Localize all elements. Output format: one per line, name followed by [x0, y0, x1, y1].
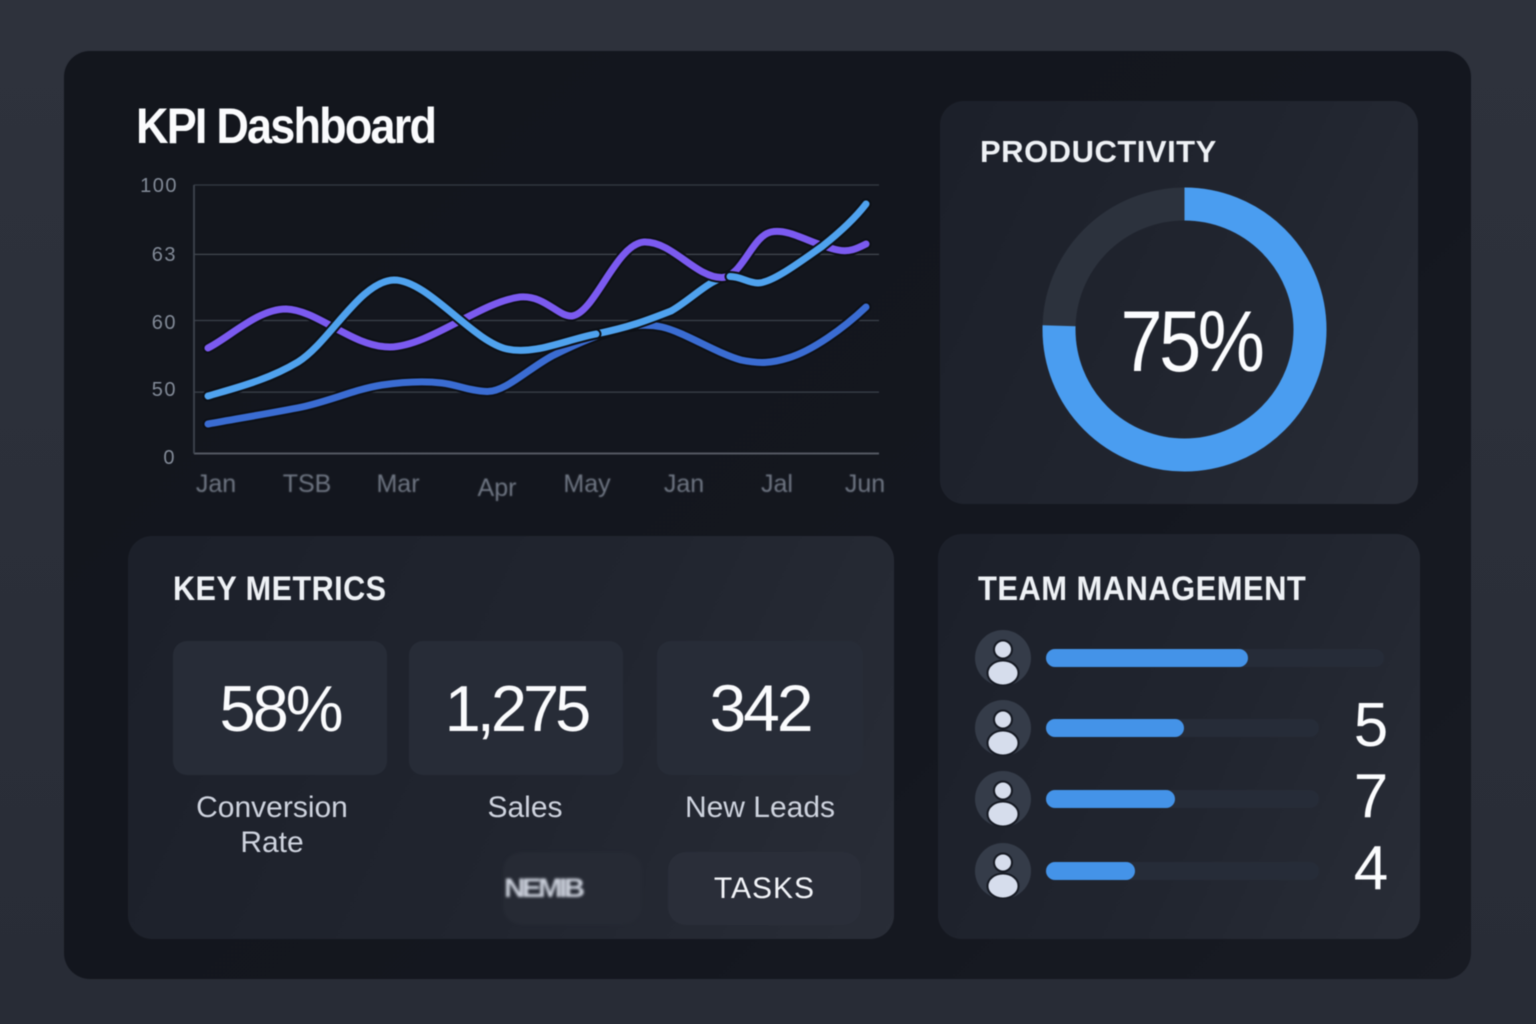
- svg-text:May: May: [563, 470, 611, 498]
- svg-text:TSB: TSB: [283, 470, 332, 498]
- svg-text:63: 63: [152, 244, 177, 266]
- svg-text:Mar: Mar: [376, 470, 419, 498]
- svg-text:Jan: Jan: [664, 470, 704, 498]
- svg-text:Apr: Apr: [478, 474, 517, 502]
- svg-text:50: 50: [152, 379, 177, 401]
- svg-text:60: 60: [152, 312, 177, 334]
- svg-text:Jal: Jal: [761, 470, 793, 498]
- svg-text:0: 0: [163, 447, 176, 469]
- svg-text:Jan: Jan: [196, 470, 236, 498]
- svg-text:100: 100: [140, 175, 178, 197]
- svg-text:Jun: Jun: [845, 470, 885, 498]
